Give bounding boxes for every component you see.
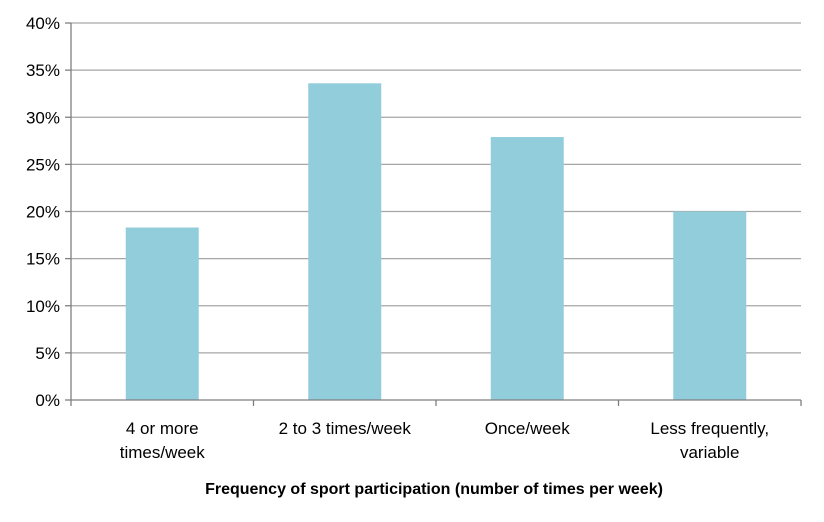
y-tick-label: 5% xyxy=(35,344,60,363)
x-category-label: 2 to 3 times/week xyxy=(279,419,412,438)
y-tick-label: 35% xyxy=(26,61,60,80)
bar xyxy=(125,227,199,400)
bar xyxy=(490,137,564,401)
axes xyxy=(70,23,802,406)
bars xyxy=(125,83,747,401)
x-category-label: Once/week xyxy=(485,419,571,438)
x-category-label: Less frequently, xyxy=(650,419,769,438)
y-tick-label: 15% xyxy=(26,250,60,269)
y-tick-label: 0% xyxy=(35,391,60,410)
x-category-label: times/week xyxy=(120,443,206,462)
x-category-label: 4 or more xyxy=(126,419,199,438)
y-tick-label: 40% xyxy=(26,14,60,33)
y-tick-label: 25% xyxy=(26,155,60,174)
x-axis-title: Frequency of sport participation (number… xyxy=(205,481,663,498)
y-tick-label: 10% xyxy=(26,297,60,316)
x-category-labels: 4 or more times/week 2 to 3 times/week Once… xyxy=(120,419,769,462)
y-tick-labels: 0% 5% 10% 15% 20% 25% 30% 35% 40% xyxy=(26,14,60,410)
y-tick-label: 30% xyxy=(26,108,60,127)
y-tick-label: 20% xyxy=(26,203,60,222)
bar xyxy=(673,211,747,400)
bar xyxy=(308,83,382,400)
x-category-label: variable xyxy=(680,443,740,462)
